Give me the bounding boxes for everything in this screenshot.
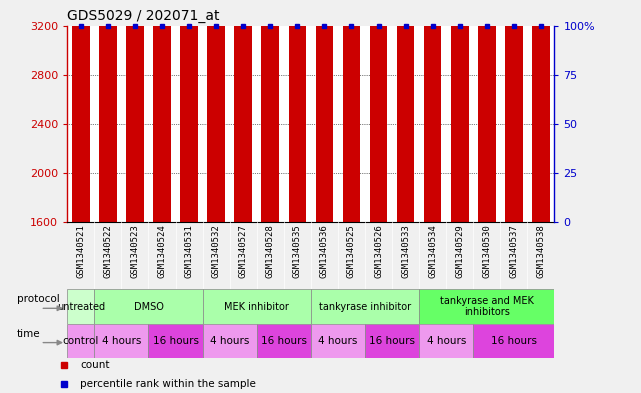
Text: DMSO: DMSO: [133, 301, 163, 312]
Text: 4 hours: 4 hours: [319, 336, 358, 346]
Bar: [419, 289, 554, 324]
Bar: [473, 324, 554, 358]
Bar: [126, 0, 144, 222]
Text: MEK inhibitor: MEK inhibitor: [224, 301, 289, 312]
Bar: [203, 324, 257, 358]
Text: GSM1340536: GSM1340536: [320, 224, 329, 278]
Bar: [72, 0, 90, 222]
Text: GSM1340523: GSM1340523: [131, 224, 140, 278]
Text: GSM1340529: GSM1340529: [455, 224, 464, 278]
Bar: [370, 0, 387, 222]
Bar: [397, 0, 415, 222]
Bar: [451, 0, 469, 222]
Text: GSM1340521: GSM1340521: [76, 224, 85, 278]
Bar: [262, 0, 279, 222]
Bar: [153, 0, 171, 222]
Text: GSM1340537: GSM1340537: [510, 224, 519, 278]
Bar: [365, 324, 419, 358]
Text: GSM1340531: GSM1340531: [185, 224, 194, 278]
Text: GSM1340527: GSM1340527: [238, 224, 247, 278]
Text: 4 hours: 4 hours: [210, 336, 249, 346]
Bar: [203, 289, 311, 324]
Bar: [343, 0, 360, 222]
Text: 4 hours: 4 hours: [426, 336, 466, 346]
Bar: [67, 289, 94, 324]
Bar: [149, 324, 203, 358]
Text: protocol: protocol: [17, 294, 60, 304]
Bar: [505, 20, 522, 222]
Text: GSM1340526: GSM1340526: [374, 224, 383, 278]
Text: GSM1340532: GSM1340532: [212, 224, 221, 278]
Text: GSM1340535: GSM1340535: [293, 224, 302, 278]
Text: 16 hours: 16 hours: [491, 336, 537, 346]
Bar: [67, 324, 94, 358]
Bar: [311, 324, 365, 358]
Text: GSM1340524: GSM1340524: [158, 224, 167, 278]
Bar: [99, 11, 117, 222]
Bar: [235, 0, 252, 222]
Bar: [419, 324, 473, 358]
Text: GSM1340534: GSM1340534: [428, 224, 437, 278]
Bar: [288, 0, 306, 222]
Bar: [94, 324, 149, 358]
Text: control: control: [63, 336, 99, 346]
Text: tankyrase and MEK
inhibitors: tankyrase and MEK inhibitors: [440, 296, 534, 317]
Text: percentile rank within the sample: percentile rank within the sample: [80, 379, 256, 389]
Text: time: time: [17, 329, 40, 339]
Text: GSM1340528: GSM1340528: [266, 224, 275, 278]
Bar: [94, 289, 203, 324]
Text: GSM1340522: GSM1340522: [103, 224, 112, 278]
Text: GSM1340530: GSM1340530: [482, 224, 491, 278]
Text: 16 hours: 16 hours: [153, 336, 199, 346]
Text: 16 hours: 16 hours: [261, 336, 307, 346]
Bar: [424, 0, 442, 222]
Text: GDS5029 / 202071_at: GDS5029 / 202071_at: [67, 9, 220, 23]
Text: GSM1340533: GSM1340533: [401, 224, 410, 278]
Bar: [208, 0, 225, 222]
Bar: [180, 0, 198, 222]
Text: GSM1340525: GSM1340525: [347, 224, 356, 278]
Text: 4 hours: 4 hours: [102, 336, 141, 346]
Text: GSM1340538: GSM1340538: [537, 224, 545, 278]
Text: 16 hours: 16 hours: [369, 336, 415, 346]
Bar: [257, 324, 311, 358]
Text: untreated: untreated: [57, 301, 105, 312]
Bar: [478, 0, 495, 222]
Bar: [311, 289, 419, 324]
Bar: [315, 0, 333, 222]
Text: count: count: [80, 360, 110, 371]
Text: tankyrase inhibitor: tankyrase inhibitor: [319, 301, 411, 312]
Bar: [532, 22, 550, 222]
